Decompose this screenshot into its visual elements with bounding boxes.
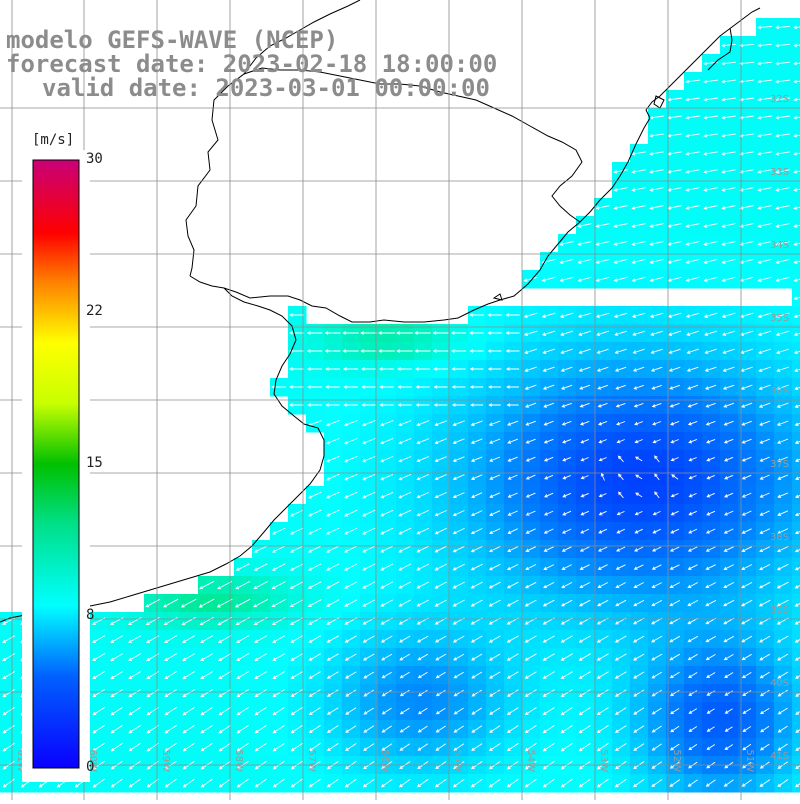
wind-cell xyxy=(792,630,800,649)
wind-cell xyxy=(792,396,800,415)
lon-label: 51W xyxy=(744,749,755,772)
lat-label: 32S xyxy=(770,94,789,105)
wind-cell xyxy=(792,738,800,757)
wind-cell xyxy=(792,378,800,397)
wind-cell xyxy=(792,648,800,667)
lat-label: 37S xyxy=(770,459,789,470)
title-forecast-date: forecast date: 2023-02-18 18:00:00 xyxy=(6,52,497,76)
colorbar-tick-15: 15 xyxy=(86,455,103,471)
lat-label: 38S xyxy=(770,532,789,543)
title-model: modelo GEFS-WAVE (NCEP) xyxy=(6,28,338,52)
wind-cell xyxy=(792,720,800,739)
lat-label: 34S xyxy=(770,240,789,251)
wind-cell xyxy=(792,774,800,793)
lat-label: 36S xyxy=(770,386,789,397)
title-valid-date: valid date: 2023-03-01 00:00:00 xyxy=(42,76,490,100)
wind-cell xyxy=(792,414,800,433)
colorbar-unit: [m/s] xyxy=(30,132,76,148)
colorbar-tick-0: 0 xyxy=(86,759,94,775)
lat-label: 33S xyxy=(770,167,789,178)
lon-label: 54W xyxy=(525,749,536,772)
wind-cell xyxy=(792,540,800,559)
wind-cell xyxy=(792,612,800,631)
wind-cell xyxy=(792,432,800,451)
lon-label: 57W xyxy=(306,749,317,772)
lat-label: 41S xyxy=(770,751,789,762)
wind-cell xyxy=(792,468,800,487)
lat-label: 35S xyxy=(770,313,789,324)
wind-cell xyxy=(792,702,800,721)
colorbar-tick-8: 8 xyxy=(86,607,94,623)
lat-label: 39S xyxy=(770,605,789,616)
lat-label: 40S xyxy=(770,678,789,689)
colorbar-tick-22: 22 xyxy=(86,303,103,319)
wind-cell xyxy=(792,558,800,577)
wind-cell xyxy=(792,666,800,685)
wind-cell xyxy=(792,576,800,595)
lon-label: 58W xyxy=(233,749,244,772)
colorbar-tick-30: 30 xyxy=(86,151,103,167)
wind-cell xyxy=(792,594,800,613)
wind-cell xyxy=(792,684,800,703)
lon-label: 53W xyxy=(598,749,609,772)
lon-label: 56W xyxy=(379,749,390,772)
wind-cell xyxy=(792,504,800,523)
lon-label: 59W xyxy=(160,749,171,772)
wind-cell xyxy=(792,522,800,541)
colorbar xyxy=(33,160,79,768)
lon-label: 55W xyxy=(452,749,463,772)
lon-label: 52W xyxy=(671,749,682,772)
wind-cell xyxy=(792,450,800,469)
wind-cell xyxy=(792,486,800,505)
